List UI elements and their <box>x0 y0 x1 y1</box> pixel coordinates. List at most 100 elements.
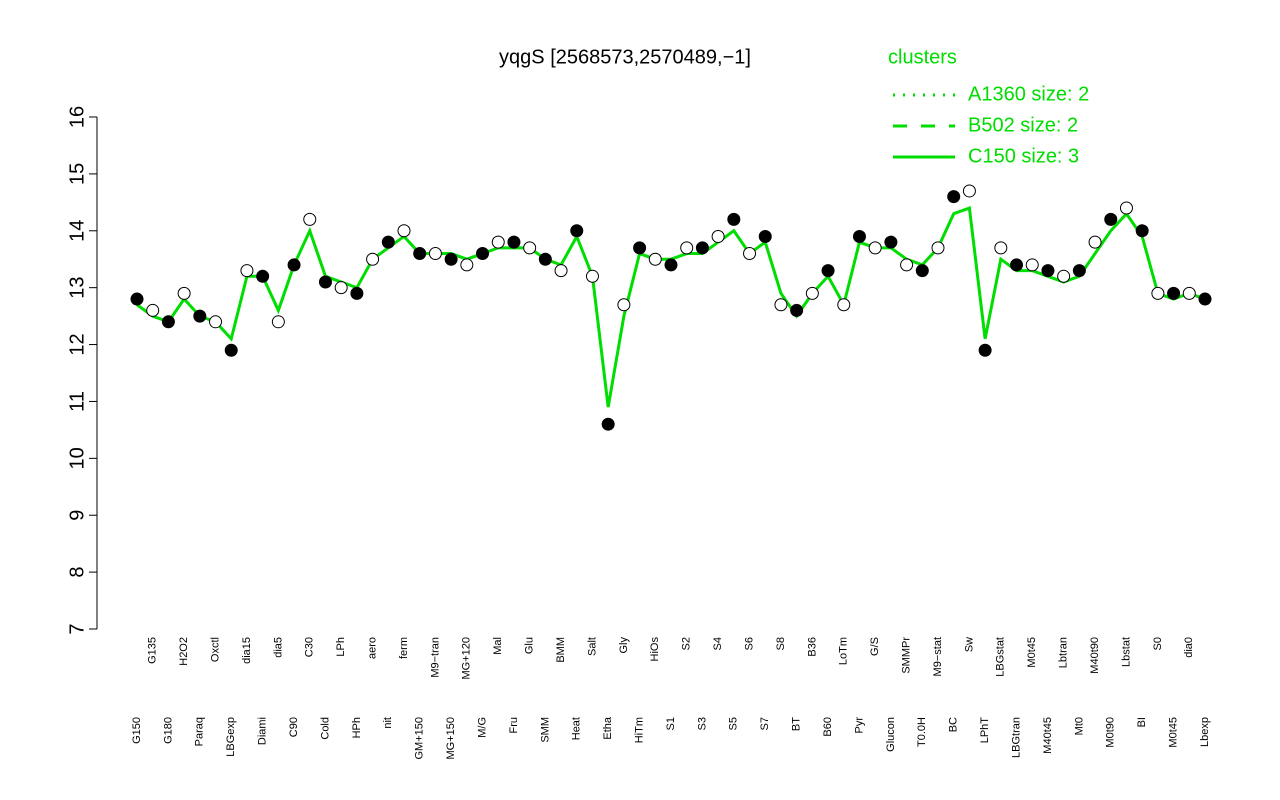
data-point <box>161 315 175 329</box>
x-tick-label: SMM <box>539 717 551 743</box>
data-point <box>790 303 804 317</box>
y-tick-label: 12 <box>66 333 88 355</box>
x-tick-label: Sw <box>963 637 975 652</box>
x-tick-label: S3 <box>696 717 708 730</box>
data-point <box>303 212 317 226</box>
x-tick-label: B60 <box>822 717 834 737</box>
x-tick-label: BI <box>1136 717 1148 727</box>
data-point <box>884 235 898 249</box>
x-tick-label: S1 <box>665 717 677 730</box>
data-point <box>1072 264 1086 278</box>
data-point <box>1198 292 1212 306</box>
data-point <box>554 264 568 278</box>
data-point <box>1151 286 1165 300</box>
y-tick-label: 16 <box>66 106 88 128</box>
data-point <box>538 252 552 266</box>
x-tick-label: BC <box>948 717 960 732</box>
x-tick-label: M0t45 <box>1026 637 1038 668</box>
x-tick-label: LBGtran <box>1010 717 1022 758</box>
x-tick-label: Etha <box>602 716 614 740</box>
y-tick-label: 8 <box>66 567 88 578</box>
data-point <box>287 258 301 272</box>
x-tick-label: C30 <box>304 637 316 657</box>
data-point <box>318 275 332 289</box>
x-tick-label: MG+150 <box>445 717 457 760</box>
x-tick-label: Pyr <box>853 717 865 734</box>
data-point <box>397 224 411 238</box>
x-tick-label: Diami <box>257 717 269 745</box>
x-tick-label: SMMPr <box>900 637 912 674</box>
data-point <box>256 269 270 283</box>
x-tick-label: Fru <box>508 717 520 734</box>
x-tick-label: G150 <box>131 717 143 744</box>
x-tick-label: S4 <box>712 637 724 650</box>
x-tick-label: Gly <box>618 637 630 654</box>
data-point <box>146 303 160 317</box>
x-tick-label: Mt0 <box>1073 717 1085 735</box>
y-tick-label: 11 <box>66 391 88 412</box>
data-point <box>209 315 223 329</box>
x-tick-label: Oxctl <box>209 637 221 662</box>
data-point <box>805 286 819 300</box>
data-point <box>444 252 458 266</box>
data-point <box>978 343 992 357</box>
x-tick-label: C90 <box>288 717 300 737</box>
data-point <box>601 417 615 431</box>
x-tick-label: T0.0H <box>916 717 928 747</box>
x-tick-label: HiOs <box>649 637 661 662</box>
x-tick-label: M9−stat <box>932 637 944 676</box>
chart-title: yqgS [2568573,2570489,−1] <box>499 46 751 68</box>
x-tick-label: LBGexp <box>225 717 237 757</box>
x-tick-label: M40t90 <box>1089 637 1101 674</box>
data-point <box>350 286 364 300</box>
x-tick-label: Heat <box>571 717 583 740</box>
data-point <box>1025 258 1039 272</box>
x-tick-label: G180 <box>162 717 174 744</box>
data-point <box>271 315 285 329</box>
legend-label: A1360 size: 2 <box>968 83 1089 105</box>
x-tick-label: aero <box>366 637 378 659</box>
data-point <box>570 224 584 238</box>
x-tick-label: Lbexp <box>1199 717 1211 747</box>
y-tick-label: 15 <box>66 163 88 185</box>
x-tick-label: G135 <box>147 637 159 664</box>
data-point <box>1135 224 1149 238</box>
legend-label: C150 size: 3 <box>968 145 1079 167</box>
y-tick-label: 10 <box>66 447 88 469</box>
data-point <box>381 235 395 249</box>
data-point <box>334 281 348 295</box>
x-tick-label: HiTm <box>633 717 645 743</box>
x-tick-label: ferm <box>398 637 410 659</box>
legend-label: B502 size: 2 <box>968 114 1078 136</box>
data-point <box>633 241 647 255</box>
data-point <box>962 184 976 198</box>
data-point <box>585 269 599 283</box>
data-point <box>1088 235 1102 249</box>
data-point <box>491 235 505 249</box>
y-tick-label: 13 <box>66 277 88 299</box>
x-tick-label: S2 <box>681 637 693 650</box>
x-tick-label: B36 <box>806 637 818 657</box>
data-point <box>994 241 1008 255</box>
data-point <box>224 343 238 357</box>
data-point <box>130 292 144 306</box>
data-point <box>758 229 772 243</box>
data-point <box>366 252 380 266</box>
data-point <box>1167 286 1181 300</box>
data-point <box>1057 269 1071 283</box>
data-point <box>648 252 662 266</box>
data-point <box>1182 286 1196 300</box>
legend-title: clusters <box>888 46 957 68</box>
data-point <box>1041 264 1055 278</box>
x-tick-label: LBGstat <box>995 637 1007 677</box>
data-point <box>476 247 490 261</box>
x-tick-label: M0t45 <box>1167 717 1179 748</box>
x-tick-label: Cold <box>319 717 331 740</box>
x-tick-label: Paraq <box>194 717 206 746</box>
x-tick-label: H2O2 <box>178 637 190 666</box>
data-point <box>1119 201 1133 215</box>
data-point <box>1010 258 1024 272</box>
x-tick-label: MG+120 <box>461 637 473 680</box>
y-tick-label: 7 <box>66 623 88 634</box>
